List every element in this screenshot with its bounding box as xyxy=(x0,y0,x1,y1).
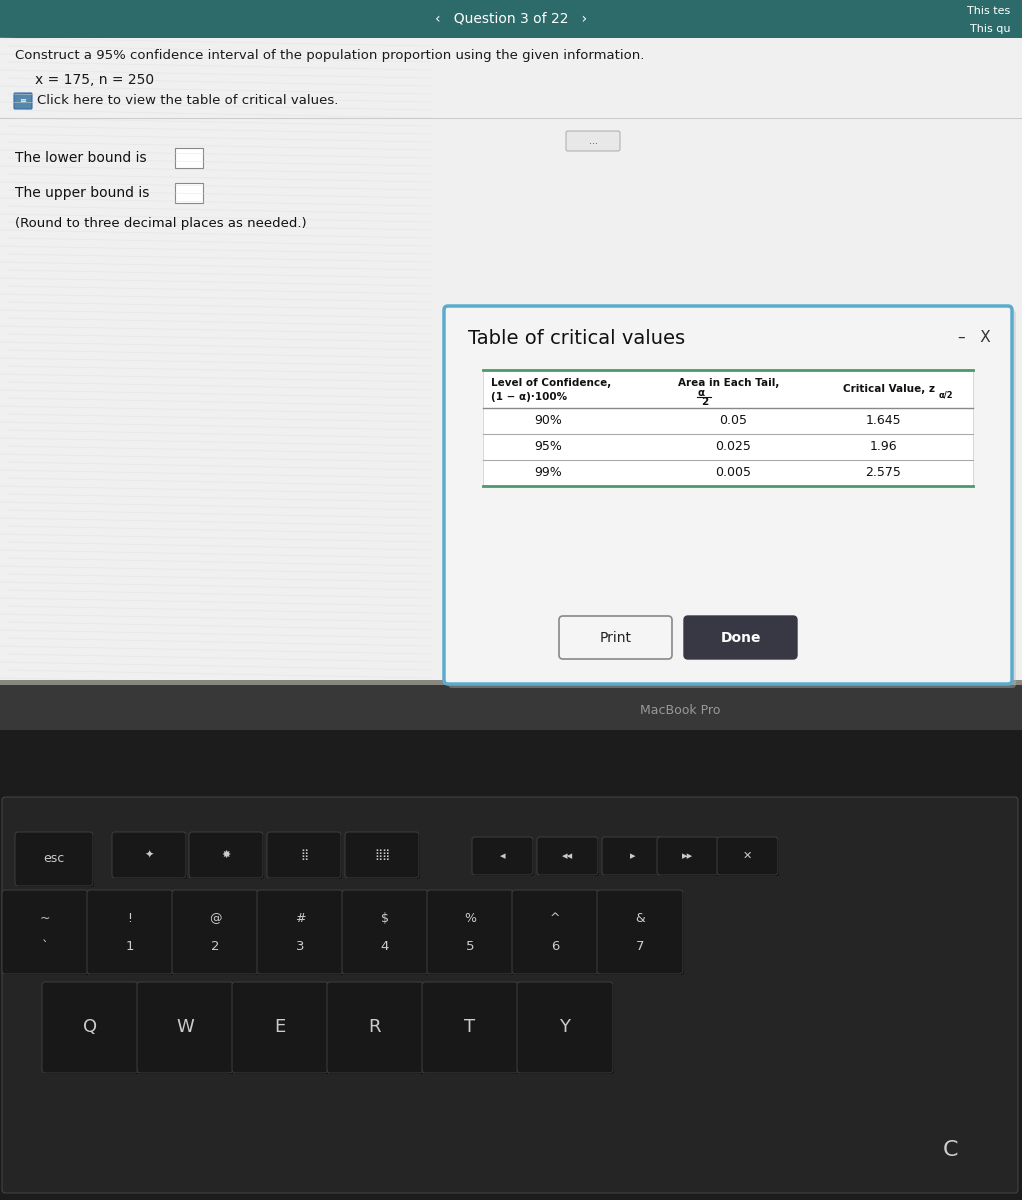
FancyBboxPatch shape xyxy=(597,890,683,974)
Text: 1.645: 1.645 xyxy=(866,414,900,427)
Text: α/2: α/2 xyxy=(939,390,954,400)
FancyBboxPatch shape xyxy=(328,983,424,1074)
FancyBboxPatch shape xyxy=(172,890,258,974)
FancyBboxPatch shape xyxy=(342,890,428,974)
FancyBboxPatch shape xyxy=(0,730,1022,1200)
Text: T: T xyxy=(464,1019,475,1037)
FancyBboxPatch shape xyxy=(232,982,328,1073)
Text: The upper bound is: The upper bound is xyxy=(15,186,149,200)
FancyBboxPatch shape xyxy=(0,680,1022,730)
FancyBboxPatch shape xyxy=(422,982,518,1073)
FancyBboxPatch shape xyxy=(428,890,514,974)
Text: Area in Each Tail,: Area in Each Tail, xyxy=(678,378,780,389)
Text: ...: ... xyxy=(589,136,598,146)
Text: The lower bound is: The lower bound is xyxy=(15,151,146,164)
FancyBboxPatch shape xyxy=(113,833,187,878)
Text: 2: 2 xyxy=(701,397,708,407)
FancyBboxPatch shape xyxy=(513,890,599,974)
FancyBboxPatch shape xyxy=(717,838,778,875)
FancyBboxPatch shape xyxy=(138,983,234,1074)
FancyBboxPatch shape xyxy=(472,838,533,875)
Text: ⣿⣿: ⣿⣿ xyxy=(374,850,390,860)
Text: Y: Y xyxy=(559,1019,570,1037)
FancyBboxPatch shape xyxy=(602,838,663,875)
Text: 1: 1 xyxy=(126,940,134,953)
Text: ◂◂: ◂◂ xyxy=(562,851,573,862)
FancyBboxPatch shape xyxy=(448,310,1016,688)
FancyBboxPatch shape xyxy=(483,370,973,486)
FancyBboxPatch shape xyxy=(444,306,1012,684)
Text: x = 175, n = 250: x = 175, n = 250 xyxy=(35,73,154,86)
FancyBboxPatch shape xyxy=(137,982,233,1073)
Text: α: α xyxy=(698,388,705,397)
Text: 0.025: 0.025 xyxy=(715,440,751,454)
Text: R: R xyxy=(369,1019,381,1037)
Text: $: $ xyxy=(381,912,389,925)
FancyBboxPatch shape xyxy=(327,982,423,1073)
FancyBboxPatch shape xyxy=(42,982,138,1073)
Text: ▸: ▸ xyxy=(630,851,636,862)
FancyBboxPatch shape xyxy=(15,832,93,886)
FancyBboxPatch shape xyxy=(3,890,89,974)
Text: ≡: ≡ xyxy=(19,96,27,106)
FancyBboxPatch shape xyxy=(43,983,139,1074)
FancyBboxPatch shape xyxy=(537,838,598,875)
Text: 95%: 95% xyxy=(535,440,562,454)
Text: ✕: ✕ xyxy=(743,851,752,862)
FancyBboxPatch shape xyxy=(512,890,598,974)
FancyBboxPatch shape xyxy=(2,890,88,974)
FancyBboxPatch shape xyxy=(603,838,664,876)
Text: ◂: ◂ xyxy=(500,851,505,862)
Text: esc: esc xyxy=(43,852,64,865)
FancyBboxPatch shape xyxy=(190,833,264,878)
Text: 6: 6 xyxy=(551,940,559,953)
FancyBboxPatch shape xyxy=(175,148,203,168)
FancyBboxPatch shape xyxy=(343,890,429,974)
FancyBboxPatch shape xyxy=(518,983,614,1074)
Text: W: W xyxy=(176,1019,194,1037)
Text: 3: 3 xyxy=(295,940,305,953)
Text: !: ! xyxy=(128,912,133,925)
FancyBboxPatch shape xyxy=(423,983,519,1074)
FancyBboxPatch shape xyxy=(657,838,718,875)
Text: 90%: 90% xyxy=(535,414,562,427)
Text: #: # xyxy=(294,912,306,925)
Text: ✸: ✸ xyxy=(222,850,231,860)
Text: ‹   Question 3 of 22   ›: ‹ Question 3 of 22 › xyxy=(435,12,587,26)
FancyBboxPatch shape xyxy=(345,832,419,878)
FancyBboxPatch shape xyxy=(0,680,1022,685)
FancyBboxPatch shape xyxy=(175,182,203,203)
Text: Q: Q xyxy=(83,1019,97,1037)
Text: %: % xyxy=(464,912,476,925)
FancyBboxPatch shape xyxy=(233,983,329,1074)
Text: –   X: – X xyxy=(958,330,990,346)
FancyBboxPatch shape xyxy=(87,890,173,974)
FancyBboxPatch shape xyxy=(684,616,797,659)
Text: 99%: 99% xyxy=(535,467,562,480)
FancyBboxPatch shape xyxy=(112,832,186,878)
Text: MacBook Pro: MacBook Pro xyxy=(640,703,721,716)
FancyBboxPatch shape xyxy=(267,832,341,878)
Text: 0.005: 0.005 xyxy=(715,467,751,480)
Text: This tes: This tes xyxy=(967,6,1010,17)
Text: &: & xyxy=(635,912,645,925)
FancyBboxPatch shape xyxy=(0,38,1022,700)
FancyBboxPatch shape xyxy=(88,890,174,974)
Text: 7: 7 xyxy=(636,940,644,953)
Text: 2.575: 2.575 xyxy=(865,467,901,480)
Text: @: @ xyxy=(208,912,221,925)
Text: 5: 5 xyxy=(466,940,474,953)
Text: (1 − α)·100%: (1 − α)·100% xyxy=(491,392,567,402)
Text: 0.05: 0.05 xyxy=(719,414,747,427)
FancyBboxPatch shape xyxy=(718,838,779,876)
FancyBboxPatch shape xyxy=(189,832,263,878)
FancyBboxPatch shape xyxy=(427,890,513,974)
FancyBboxPatch shape xyxy=(16,833,94,887)
Text: ⣿: ⣿ xyxy=(299,850,308,860)
FancyBboxPatch shape xyxy=(268,833,342,878)
Text: 4: 4 xyxy=(381,940,389,953)
FancyBboxPatch shape xyxy=(517,982,613,1073)
Text: ▸▸: ▸▸ xyxy=(682,851,693,862)
FancyBboxPatch shape xyxy=(258,890,344,974)
